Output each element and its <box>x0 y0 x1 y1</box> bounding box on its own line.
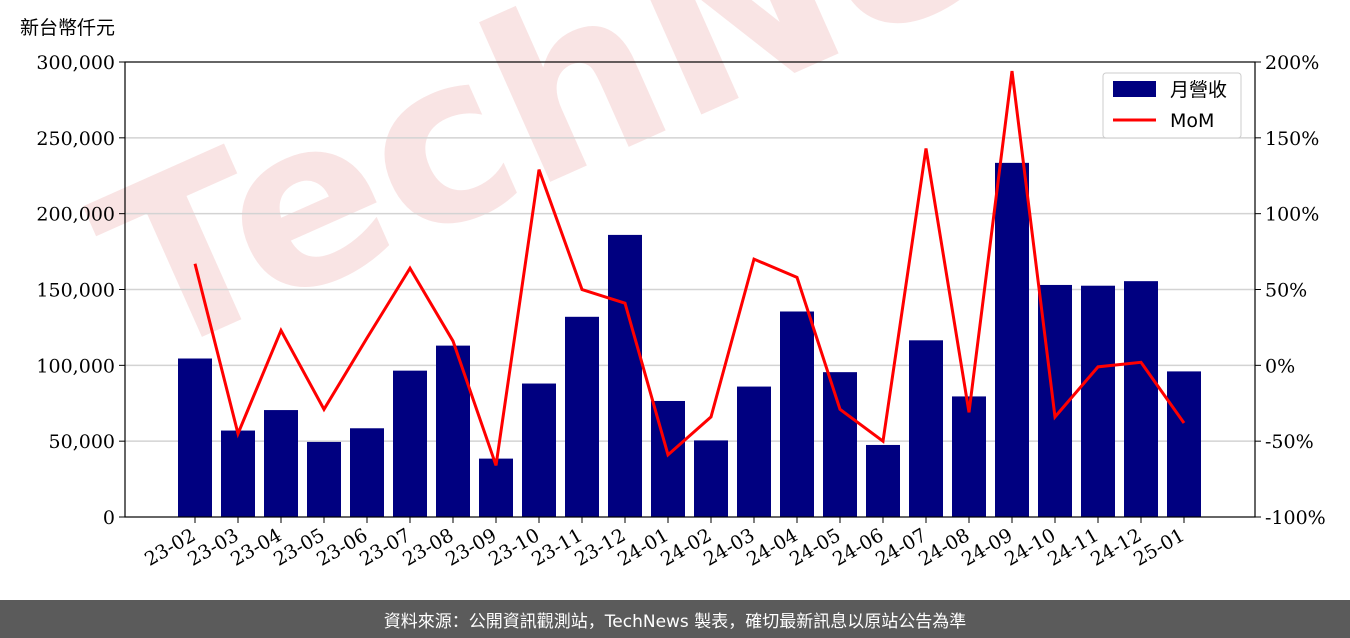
y-tick-label: 300,000 <box>36 52 115 74</box>
bar <box>737 386 771 517</box>
legend: 月營收 MoM <box>1102 72 1242 139</box>
y-axis-label: 新台幣仟元 <box>20 17 115 39</box>
bar <box>651 400 685 517</box>
bar <box>264 410 298 517</box>
bar <box>221 430 255 517</box>
y-tick-label: 250,000 <box>36 128 115 150</box>
bar <box>952 396 986 517</box>
y2-tick-label: -50% <box>1265 431 1314 453</box>
y-tick-label: 150,000 <box>36 280 115 302</box>
mom-line <box>193 70 1186 466</box>
bar <box>479 458 513 517</box>
bar-series <box>178 162 1201 517</box>
footer-text: 資料來源：公開資訊觀測站，TechNews 製表，確切最新訊息以原站公告為準 <box>383 611 967 632</box>
y2-tick-label: -100% <box>1265 507 1326 529</box>
bar <box>350 428 384 517</box>
y-axis-right: -100% -50% 0% 50% 100% 150% 200% <box>1255 52 1326 529</box>
bar <box>1081 285 1115 517</box>
bar <box>866 444 900 517</box>
y2-tick-label: 50% <box>1265 280 1307 302</box>
legend-swatch-bar <box>1113 81 1156 97</box>
line-series <box>193 70 1186 466</box>
bar <box>780 311 814 517</box>
bar <box>178 358 212 517</box>
y2-tick-label: 0% <box>1265 355 1295 377</box>
x-tick-label: 25-01 <box>1130 524 1188 570</box>
bar <box>608 234 642 517</box>
bar <box>823 372 857 517</box>
bar <box>1124 281 1158 517</box>
chart: TechNews 050,000100,000150,000200,000250… <box>20 0 1342 571</box>
y-tick-label: 200,000 <box>36 204 115 226</box>
bar <box>1167 371 1201 517</box>
bar <box>694 440 728 517</box>
y-axis-left: 0 50,000 100,000 150,000 200,000 250,000 300,0… <box>36 52 125 529</box>
y2-tick-label: 150% <box>1265 128 1319 150</box>
legend-label-line: MoM <box>1170 110 1214 132</box>
bar <box>565 316 599 517</box>
y-tick-label: 50,000 <box>49 431 115 453</box>
y-tick-label: 0 <box>103 507 115 529</box>
y2-tick-label: 100% <box>1265 204 1319 226</box>
bar <box>995 162 1029 517</box>
legend-label-bar: 月營收 <box>1170 79 1227 101</box>
x-axis: 23-0223-0323-0423-0523-0623-0723-0823-09… <box>141 517 1189 571</box>
bar <box>522 383 556 517</box>
bar <box>909 340 943 517</box>
bar <box>307 441 341 517</box>
y-tick-label: 100,000 <box>36 355 115 377</box>
bar <box>393 370 427 517</box>
y2-tick-label: 200% <box>1265 52 1319 74</box>
source-footer: 資料來源：公開資訊觀測站，TechNews 製表，確切最新訊息以原站公告為準 <box>0 600 1350 638</box>
